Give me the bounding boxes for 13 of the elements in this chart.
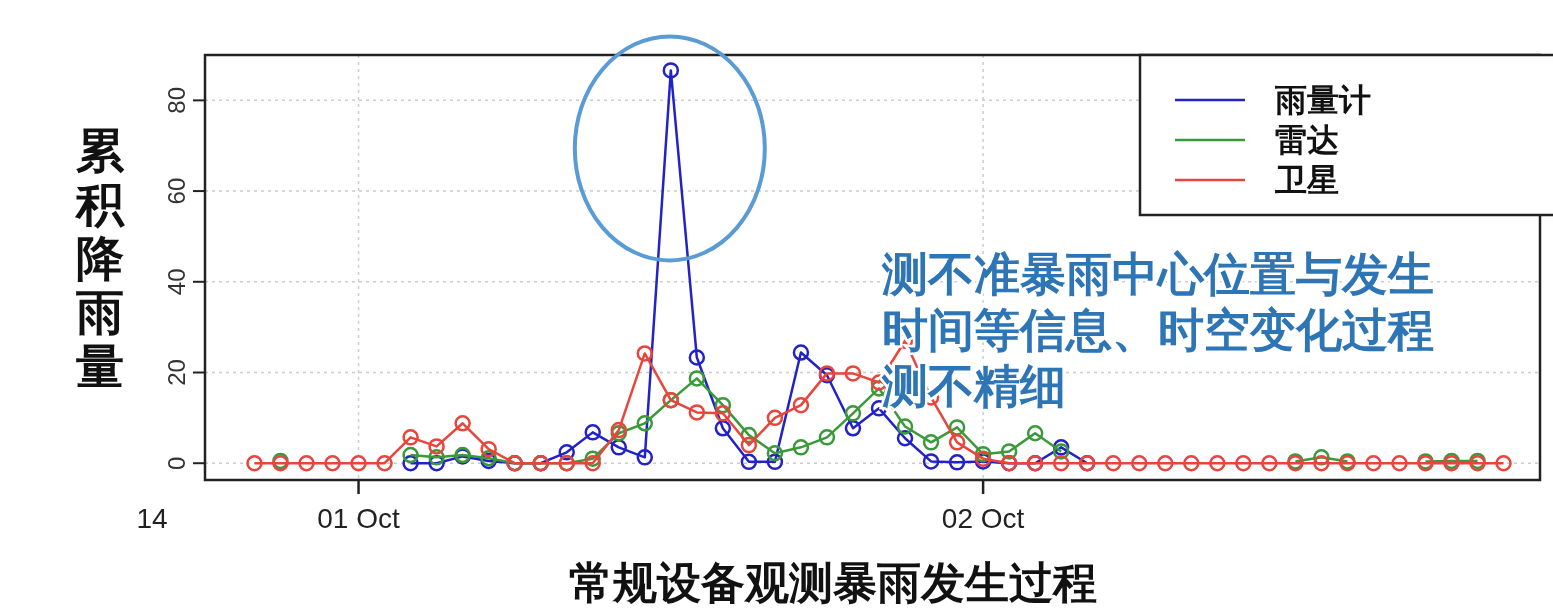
legend-label: 雨量计	[1274, 82, 1371, 118]
y-tick-label: 60	[163, 177, 191, 205]
legend-label: 雷达	[1275, 122, 1339, 158]
y-tick-label: 80	[163, 87, 191, 114]
y-tick-label: 20	[163, 359, 191, 386]
y-axis-title: 累积降雨量	[74, 123, 125, 393]
x-tick-label: 01 Oct	[317, 503, 400, 534]
text: 14	[136, 503, 168, 534]
x-tick-label: 02 Oct	[941, 503, 1025, 534]
x-axis-title: 常规设备观测暴雨发生过程	[568, 558, 1097, 607]
legend-label: 卫星	[1274, 162, 1339, 198]
y-tick-label: 0	[163, 456, 191, 470]
y-tick-label: 40	[163, 268, 191, 296]
